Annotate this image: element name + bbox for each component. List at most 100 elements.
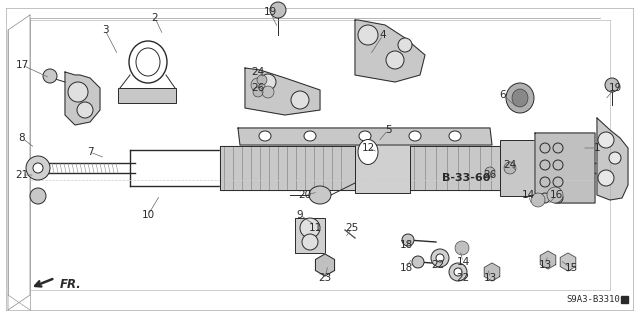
Text: 22: 22 <box>431 260 445 270</box>
Circle shape <box>260 74 276 90</box>
Polygon shape <box>316 254 335 276</box>
Text: 26: 26 <box>252 83 264 93</box>
Circle shape <box>540 177 550 187</box>
Text: 19: 19 <box>264 7 276 17</box>
Polygon shape <box>484 263 500 281</box>
Circle shape <box>553 193 563 203</box>
Circle shape <box>253 87 263 97</box>
Circle shape <box>43 69 57 83</box>
Text: 13: 13 <box>483 273 497 283</box>
Circle shape <box>504 162 516 174</box>
Polygon shape <box>220 146 355 190</box>
Text: 17: 17 <box>15 60 29 70</box>
Text: FR.: FR. <box>60 278 82 291</box>
Circle shape <box>262 86 274 98</box>
Bar <box>295 218 325 253</box>
Circle shape <box>302 234 318 250</box>
Circle shape <box>68 82 88 102</box>
Polygon shape <box>597 118 628 200</box>
Ellipse shape <box>512 89 528 107</box>
Text: 9: 9 <box>297 210 303 220</box>
Ellipse shape <box>359 131 371 141</box>
Circle shape <box>609 152 621 164</box>
Circle shape <box>412 256 424 268</box>
Circle shape <box>386 51 404 69</box>
Circle shape <box>553 143 563 153</box>
Text: 24: 24 <box>252 67 264 77</box>
Circle shape <box>291 91 309 109</box>
Bar <box>355 143 410 193</box>
Text: 11: 11 <box>308 223 322 233</box>
Ellipse shape <box>136 48 160 76</box>
Circle shape <box>485 167 495 177</box>
Ellipse shape <box>409 131 421 141</box>
Text: 2: 2 <box>152 13 158 23</box>
Text: 7: 7 <box>86 147 93 157</box>
Text: 4: 4 <box>380 30 387 40</box>
Polygon shape <box>65 72 100 125</box>
Ellipse shape <box>358 139 378 165</box>
Text: 25: 25 <box>346 223 358 233</box>
Circle shape <box>431 249 449 267</box>
Circle shape <box>449 263 467 281</box>
Circle shape <box>358 25 378 45</box>
Circle shape <box>436 254 444 262</box>
Circle shape <box>598 132 614 148</box>
Bar <box>621 296 628 303</box>
Bar <box>500 140 535 196</box>
Polygon shape <box>355 20 425 82</box>
Text: 13: 13 <box>538 260 552 270</box>
Text: 18: 18 <box>399 240 413 250</box>
Text: 24: 24 <box>504 160 516 170</box>
Text: 14: 14 <box>456 257 470 267</box>
Polygon shape <box>540 251 556 269</box>
Text: 19: 19 <box>609 83 621 93</box>
Ellipse shape <box>129 41 167 83</box>
Circle shape <box>605 78 619 92</box>
Polygon shape <box>560 253 576 271</box>
Text: 1: 1 <box>594 143 600 153</box>
Text: 8: 8 <box>19 133 26 143</box>
Ellipse shape <box>309 186 331 204</box>
Text: 12: 12 <box>362 143 374 153</box>
Text: 10: 10 <box>141 210 155 220</box>
Circle shape <box>531 193 545 207</box>
Circle shape <box>26 156 50 180</box>
Circle shape <box>540 193 550 203</box>
Text: 14: 14 <box>522 190 534 200</box>
Text: 18: 18 <box>399 263 413 273</box>
Text: B-33-60: B-33-60 <box>442 173 490 183</box>
Circle shape <box>598 170 614 186</box>
Circle shape <box>553 177 563 187</box>
Polygon shape <box>245 68 320 115</box>
Circle shape <box>455 241 469 255</box>
Text: 22: 22 <box>456 273 470 283</box>
Circle shape <box>33 163 43 173</box>
Ellipse shape <box>259 131 271 141</box>
Polygon shape <box>535 133 595 203</box>
Ellipse shape <box>506 83 534 113</box>
Text: 23: 23 <box>318 273 332 283</box>
Ellipse shape <box>304 131 316 141</box>
Ellipse shape <box>449 131 461 141</box>
Polygon shape <box>238 128 492 145</box>
Circle shape <box>540 160 550 170</box>
Text: 3: 3 <box>102 25 108 35</box>
Text: 5: 5 <box>385 125 391 135</box>
Text: 6: 6 <box>500 90 506 100</box>
Circle shape <box>270 2 286 18</box>
Text: 21: 21 <box>15 170 29 180</box>
Circle shape <box>77 102 93 118</box>
Circle shape <box>547 187 563 203</box>
Bar <box>118 88 176 103</box>
Circle shape <box>257 75 267 85</box>
Circle shape <box>398 38 412 52</box>
Circle shape <box>454 268 462 276</box>
Circle shape <box>402 234 414 246</box>
Polygon shape <box>410 146 500 190</box>
Text: 15: 15 <box>564 263 578 273</box>
Text: S9A3-B3310: S9A3-B3310 <box>566 295 620 305</box>
Text: 16: 16 <box>549 190 563 200</box>
Circle shape <box>553 160 563 170</box>
Circle shape <box>30 188 46 204</box>
